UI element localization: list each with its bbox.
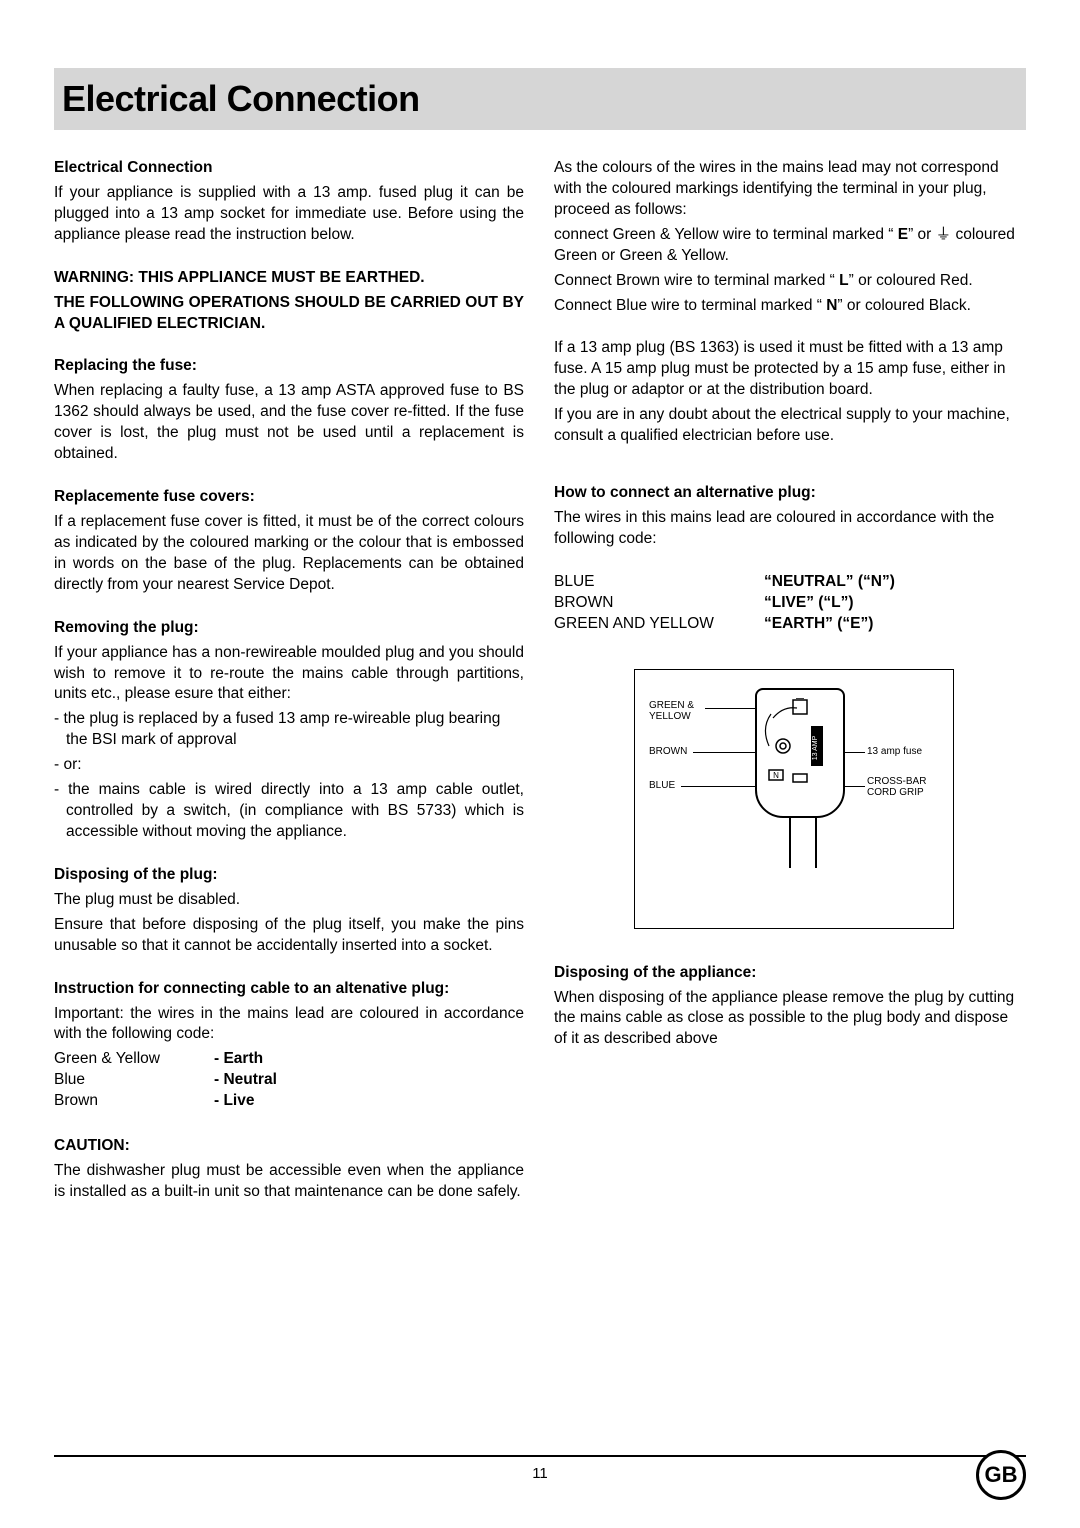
text-removing-plug-intro: If your appliance has a non-rewireable m… bbox=[54, 643, 524, 706]
text-connect-e: connect Green & Yellow wire to terminal … bbox=[554, 225, 1024, 267]
text-disposing-appliance: When disposing of the appliance please r… bbox=[554, 988, 1024, 1051]
heading-disposing-plug: Disposing of the plug: bbox=[54, 865, 524, 886]
page-number: 11 bbox=[54, 1465, 1026, 1482]
heading-disposing-appliance: Disposing of the appliance: bbox=[554, 963, 1024, 984]
wire-row-neutral: Blue - Neutral bbox=[54, 1070, 524, 1091]
wire-terminal: “LIVE” (“L”) bbox=[764, 593, 854, 614]
wire-color: BLUE bbox=[554, 572, 764, 593]
wire-row-blue: BLUE “NEUTRAL” (“N”) bbox=[554, 572, 1024, 593]
gb-badge: GB bbox=[976, 1450, 1026, 1500]
wire-terminal: - Earth bbox=[214, 1049, 263, 1070]
text-doubt: If you are in any doubt about the electr… bbox=[554, 405, 1024, 447]
text-connect-n: Connect Blue wire to terminal marked “ N… bbox=[554, 296, 1024, 317]
warning-line-1: WARNING: THIS APPLIANCE MUST BE EARTHED. bbox=[54, 268, 524, 289]
wire-color: Brown bbox=[54, 1091, 214, 1112]
text-fuse-covers: If a replacement fuse cover is fitted, i… bbox=[54, 512, 524, 596]
label-cord-grip: CROSS-BAR CORD GRIP bbox=[867, 776, 937, 798]
wire-row-earth: Green & Yellow - Earth bbox=[54, 1049, 524, 1070]
wire-color: Blue bbox=[54, 1070, 214, 1091]
text-electrical-connection: If your appliance is supplied with a 13 … bbox=[54, 183, 524, 246]
page: Electrical Connection Electrical Connect… bbox=[0, 0, 1080, 1528]
content-columns: Electrical Connection If your appliance … bbox=[54, 158, 1026, 1207]
right-column: As the colours of the wires in the mains… bbox=[554, 158, 1024, 1207]
text-alternative-plug: The wires in this mains lead are coloure… bbox=[554, 508, 1024, 550]
footer-rule bbox=[54, 1455, 1026, 1457]
label-blue: BLUE bbox=[649, 780, 675, 791]
bullet-plug-replaced: - the plug is replaced by a fused 13 amp… bbox=[54, 709, 524, 751]
wire-terminal: - Live bbox=[214, 1091, 254, 1112]
left-column: Electrical Connection If your appliance … bbox=[54, 158, 524, 1207]
text-connect-l: Connect Brown wire to terminal marked “ … bbox=[554, 271, 1024, 292]
label-fuse: 13 amp fuse bbox=[867, 746, 922, 757]
heading-removing-plug: Removing the plug: bbox=[54, 618, 524, 639]
svg-text:13 AMP: 13 AMP bbox=[812, 735, 819, 760]
bullet-cable-outlet: - the mains cable is wired directly into… bbox=[54, 780, 524, 843]
wire-row-greenyellow: GREEN AND YELLOW “EARTH” (“E”) bbox=[554, 614, 1024, 635]
heading-alternative-plug: How to connect an alternative plug: bbox=[554, 483, 1024, 504]
heading-electrical-connection: Electrical Connection bbox=[54, 158, 524, 179]
wire-terminal: “NEUTRAL” (“N”) bbox=[764, 572, 895, 593]
wire-terminal: - Neutral bbox=[214, 1070, 277, 1091]
text-disposing-plug-1: The plug must be disabled. bbox=[54, 890, 524, 911]
wire-row-brown: BROWN “LIVE” (“L”) bbox=[554, 593, 1024, 614]
svg-text:N: N bbox=[773, 771, 779, 780]
bullet-or: - or: bbox=[54, 755, 524, 776]
heading-fuse-covers: Replacemente fuse covers: bbox=[54, 487, 524, 508]
text-replacing-fuse: When replacing a faulty fuse, a 13 amp A… bbox=[54, 381, 524, 465]
warning-line-2: THE FOLLOWING OPERATIONS SHOULD BE CARRI… bbox=[54, 293, 524, 335]
text-caution: The dishwasher plug must be accessible e… bbox=[54, 1161, 524, 1203]
heading-replacing-fuse: Replacing the fuse: bbox=[54, 356, 524, 377]
wire-row-live: Brown - Live bbox=[54, 1091, 524, 1112]
wire-color: BROWN bbox=[554, 593, 764, 614]
title-bar: Electrical Connection bbox=[54, 68, 1026, 130]
text-connecting-cable: Important: the wires in the mains lead a… bbox=[54, 1004, 524, 1046]
page-footer: 11 GB bbox=[54, 1455, 1026, 1482]
wire-color: Green & Yellow bbox=[54, 1049, 214, 1070]
heading-connecting-cable: Instruction for connecting cable to an a… bbox=[54, 979, 524, 1000]
label-green-yellow: GREEN & YELLOW bbox=[649, 700, 709, 722]
text-disposing-plug-2: Ensure that before disposing of the plug… bbox=[54, 915, 524, 957]
plug-svg-icon: 13 AMP N bbox=[763, 698, 837, 788]
text-colours-intro: As the colours of the wires in the mains… bbox=[554, 158, 1024, 221]
heading-caution: CAUTION: bbox=[54, 1136, 524, 1157]
plug-internals-icon: 13 AMP N bbox=[763, 698, 837, 788]
label-brown: BROWN bbox=[649, 746, 687, 757]
wire-terminal: “EARTH” (“E”) bbox=[764, 614, 873, 635]
text-13amp-plug: If a 13 amp plug (BS 1363) is used it mu… bbox=[554, 338, 1024, 401]
plug-diagram: GREEN & YELLOW BROWN BLUE 13 amp fuse CR… bbox=[634, 669, 954, 929]
wire-color: GREEN AND YELLOW bbox=[554, 614, 764, 635]
page-title: Electrical Connection bbox=[62, 78, 1010, 120]
